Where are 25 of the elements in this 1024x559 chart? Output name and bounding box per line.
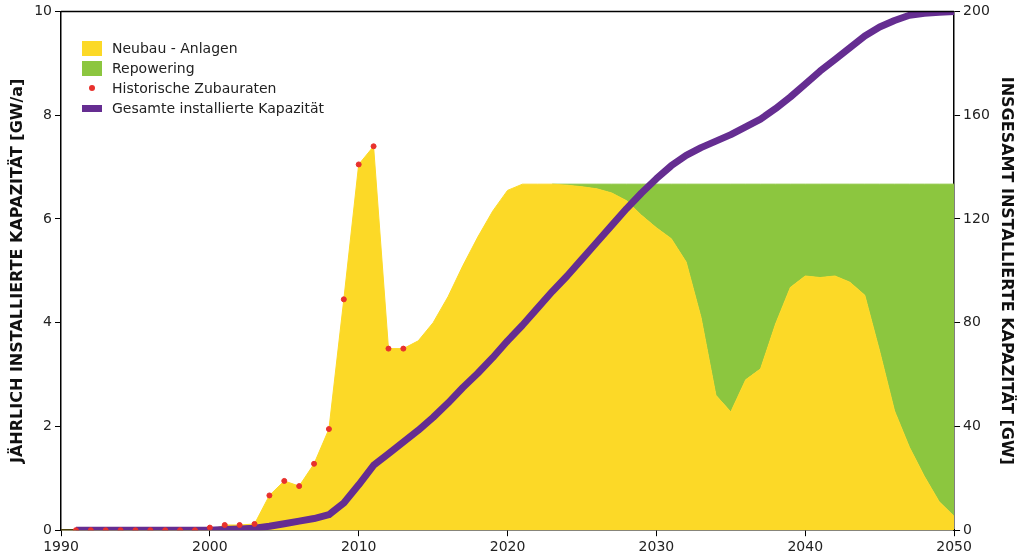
x-tick-label: 2000 [192, 538, 228, 555]
y-tick-label: 10 [34, 2, 53, 19]
y2-tick-label: 200 [963, 2, 990, 19]
x-tick-label: 1990 [43, 538, 79, 555]
legend-label: Gesamte installierte Kapazität [112, 99, 325, 118]
y-tick-label: 2 [43, 417, 53, 434]
y2-tick-label: 80 [963, 313, 981, 330]
y-tick-label: 6 [43, 209, 53, 226]
x-tick-label: 2020 [489, 538, 526, 555]
y-tick-label: 8 [43, 105, 53, 122]
x-tick-label: 2040 [787, 538, 824, 555]
legend-label: Repowering [112, 59, 195, 78]
legend-label: Neubau - Anlagen [112, 39, 238, 58]
x-tick-label: 2050 [936, 538, 972, 555]
x-tick-label: 2030 [638, 538, 675, 555]
x-tick-label: 2010 [340, 538, 377, 555]
y2-axis-title: INSGESAMT INSTALLIERTE KAPAZITÄT [GW] [998, 76, 1018, 465]
y2-tick-label: 40 [963, 417, 981, 434]
y2-tick-label: 0 [963, 520, 972, 537]
legend-label: Historische Zubauraten [112, 79, 277, 98]
y2-tick-label: 120 [963, 209, 990, 226]
y2-tick-label: 160 [963, 105, 990, 122]
y-tick-label: 0 [43, 520, 53, 537]
y-axis-title: JÄHRLICH INSTALLIERTE KAPAZITÄT [GW/a] [6, 78, 26, 465]
y-tick-label: 4 [43, 313, 53, 330]
